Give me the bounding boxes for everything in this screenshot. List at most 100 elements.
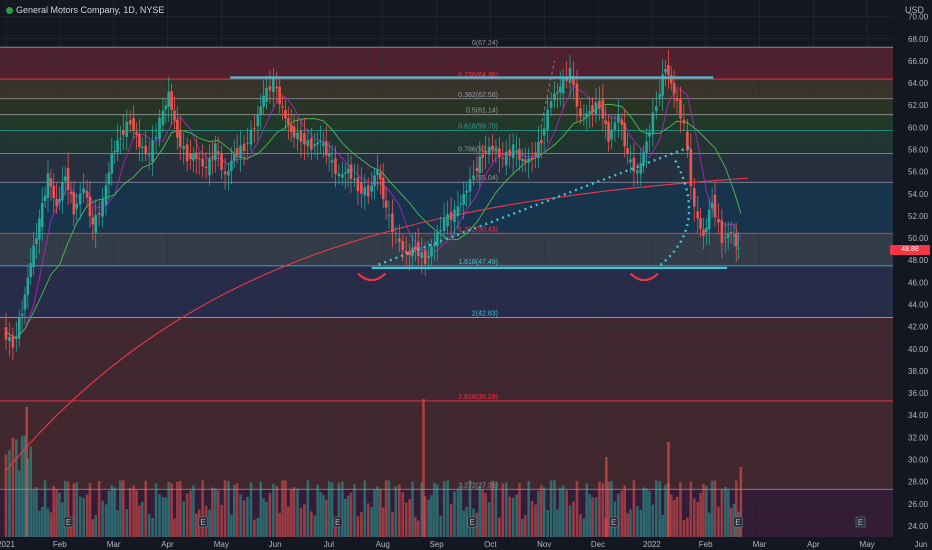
candle-body <box>319 140 322 143</box>
price-tick-label: 42.00 <box>908 323 929 332</box>
time-tick-label: Feb <box>53 540 67 549</box>
volume-bar <box>559 487 562 537</box>
volume-bar <box>394 486 398 537</box>
volume-bar <box>91 519 95 537</box>
price-tick-label: 30.00 <box>908 455 929 464</box>
price-tick-label: 60.00 <box>908 123 929 132</box>
volume-bar <box>568 505 572 537</box>
earnings-marker <box>467 516 478 528</box>
price-tick-label: 24.00 <box>908 522 929 531</box>
volume-bar <box>78 496 82 537</box>
volume-bar <box>8 450 11 537</box>
volume-bar <box>38 510 41 537</box>
volume-bar <box>189 490 192 537</box>
candle-body <box>296 132 299 140</box>
candle-body <box>729 232 733 234</box>
time-axis: 2021 Feb Mar Apr May Jun Jul Aug Sep Oct Nov Dec 202… <box>0 537 932 550</box>
volume-bar <box>379 488 382 537</box>
volume-bar <box>459 486 463 537</box>
candle-body <box>682 119 686 124</box>
candle-body <box>52 185 56 198</box>
volume-bar <box>235 483 239 537</box>
candle-body <box>613 122 617 130</box>
candle-body <box>549 101 553 108</box>
volume-bar <box>430 495 433 537</box>
volume-bar <box>692 498 696 537</box>
volume-bar <box>594 497 598 537</box>
price-tick-label: 38.00 <box>908 367 929 376</box>
candle-body <box>164 105 168 110</box>
candle-body <box>125 121 129 137</box>
volume-bar <box>346 495 350 537</box>
candle-body <box>408 250 411 256</box>
candle-body <box>601 99 605 119</box>
time-axis-bg <box>0 537 932 550</box>
candle-body <box>420 252 424 258</box>
volume-bar <box>15 439 18 537</box>
volume-bar <box>239 494 242 537</box>
candle-body <box>720 220 724 244</box>
candle-body <box>29 263 33 278</box>
price-axis: 24.00 26.00 28.00 30.00 32.00 34.00 36.00 38.00… <box>893 0 932 550</box>
candle-body <box>521 159 524 162</box>
candle-body <box>699 218 702 229</box>
candle-body <box>717 219 720 223</box>
volume-bar <box>491 480 494 537</box>
candle-body <box>642 152 645 164</box>
volume-bar <box>43 480 47 537</box>
volume-bar <box>629 509 632 537</box>
price-tick-label: 40.00 <box>908 345 929 354</box>
candle-body <box>306 140 310 147</box>
volume-bar <box>29 446 33 537</box>
time-tick-label: Jun <box>914 540 927 549</box>
volume-bar <box>88 483 92 537</box>
volume-bar <box>636 506 639 537</box>
volume-bar <box>462 510 465 537</box>
earnings-marker <box>63 516 74 528</box>
volume-bar <box>55 489 58 537</box>
candle-body <box>135 131 138 136</box>
volume-bar <box>262 498 265 537</box>
candle-body <box>85 191 89 198</box>
candle-body <box>88 196 92 217</box>
volume-bar <box>230 514 233 537</box>
candle-body <box>61 182 64 201</box>
candle-body <box>43 195 47 202</box>
volume-bar <box>556 509 559 537</box>
fib-level-label: 0.236(64.36) <box>458 72 498 79</box>
candle-body <box>546 109 549 130</box>
ma-long-line <box>5 177 748 471</box>
volume-bar <box>140 501 144 537</box>
fib-band <box>0 47 893 80</box>
volume-bar <box>501 483 505 537</box>
volume-bar <box>158 493 161 537</box>
earnings-marker-label: E <box>335 518 340 527</box>
volume-bar <box>734 480 738 537</box>
volume-bar <box>167 481 171 537</box>
fib-band <box>0 153 893 183</box>
candle-body <box>208 158 211 176</box>
candle-body <box>713 194 717 218</box>
candle-body <box>591 105 594 113</box>
candle-body <box>629 159 632 163</box>
candle-body <box>195 152 198 159</box>
volume-bar <box>138 505 141 537</box>
volume-bar <box>132 485 135 537</box>
volume-bar <box>540 485 543 537</box>
volume-bar <box>161 497 165 537</box>
volume-bar <box>32 488 35 537</box>
volume-bar <box>211 487 214 537</box>
price-tick-label: 54.00 <box>908 190 929 199</box>
chart-title: General Motors Company, 1D, NYSE <box>16 5 165 15</box>
volume-bar <box>178 480 182 537</box>
volume-bar <box>40 506 44 537</box>
candle-body <box>265 87 268 102</box>
volume-bar <box>391 511 394 537</box>
dotted-trendline <box>378 146 690 266</box>
earnings-marker-label: E <box>611 518 616 527</box>
candle-body <box>242 143 246 152</box>
candle-body <box>20 313 24 316</box>
candle-body <box>669 75 673 84</box>
candle-body <box>63 176 67 181</box>
candle-body <box>651 112 655 134</box>
